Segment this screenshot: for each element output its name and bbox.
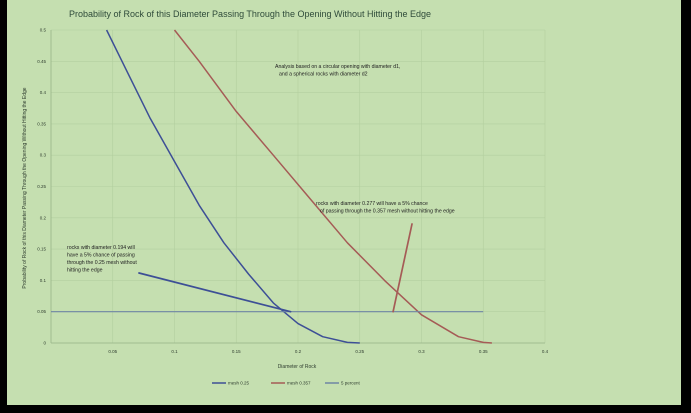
chart-title: Probability of Rock of this Diameter Pas… — [69, 9, 431, 19]
x-tick-label: 0.1 — [171, 349, 178, 354]
annotation-line: rocks with diameter 0.277 will have a 5%… — [316, 201, 428, 207]
x-tick-label: 0.2 — [295, 349, 302, 354]
legend-label: mesh 0.357 — [287, 381, 311, 386]
x-tick-label: 0.35 — [479, 349, 488, 354]
legend-label: 5 percent — [341, 381, 361, 386]
annotation-text: rocks with diameter 0.194 will have a 5% … — [67, 245, 137, 274]
y-tick-label: 0.25 — [37, 184, 46, 189]
x-tick-labels: 0.05 0.1 0.15 0.2 0.25 0.3 0.35 0.4 — [108, 349, 548, 354]
y-tick-label: 0.05 — [37, 309, 46, 314]
annotation-line: hitting the edge — [67, 268, 103, 274]
legend-label: mesh 0.25 — [228, 381, 250, 386]
x-tick-label: 0.4 — [542, 349, 549, 354]
x-tick-label: 0.25 — [355, 349, 364, 354]
chart-frame: Probability of Rock of this Diameter Pas… — [7, 0, 681, 405]
annotation-arrow — [138, 272, 292, 313]
y-tick-label: 0.15 — [37, 247, 46, 252]
y-tick-label: 0 — [43, 341, 46, 346]
series-line — [173, 29, 492, 344]
y-tick-label: 0.3 — [40, 153, 47, 158]
chart-axes — [50, 30, 545, 344]
annotation-line: rocks with diameter 0.194 will — [67, 245, 135, 251]
annotation-line: of passing through the 0.357 mesh withou… — [320, 209, 455, 215]
annotation-line: have a 5% chance of passing — [67, 253, 135, 259]
x-axis-label: Diameter of Rock — [278, 364, 317, 370]
annotation-line: Analysis based on a circular opening wit… — [275, 64, 400, 70]
x-tick-label: 0.15 — [232, 349, 241, 354]
y-tick-label: 0.35 — [37, 121, 46, 126]
chart: Probability of Rock of this Diameter Pas… — [22, 9, 549, 386]
chart-series — [51, 29, 492, 344]
annotation-arrow — [392, 223, 413, 313]
y-tick-label: 0.5 — [40, 28, 47, 33]
annotation-text: rocks with diameter 0.277 will have a 5%… — [316, 201, 455, 215]
annotation-text: Analysis based on a circular opening wit… — [275, 64, 400, 78]
annotation-line: and a spherical rocks with diameter d2 — [279, 72, 368, 78]
chart-grid — [51, 29, 546, 344]
y-tick-label: 0.45 — [37, 59, 46, 64]
y-tick-labels: 0 0.05 0.1 0.15 0.2 0.25 0.3 0.35 0.4 0.45 0.5 — [37, 28, 46, 346]
x-tick-label: 0.05 — [108, 349, 117, 354]
y-axis-label: Probability of Rock of this Diameter Pas… — [22, 87, 28, 288]
chart-annotations: Analysis based on a circular opening wit… — [67, 64, 455, 313]
chart-legend: mesh 0.25 mesh 0.357 5 percent — [212, 381, 361, 386]
annotation-line: through the 0.25 mesh without — [67, 260, 137, 266]
y-tick-label: 0.2 — [40, 215, 47, 220]
y-tick-label: 0.1 — [40, 278, 47, 283]
x-tick-label: 0.3 — [418, 349, 425, 354]
series-line — [105, 29, 360, 344]
y-tick-label: 0.4 — [40, 90, 47, 95]
